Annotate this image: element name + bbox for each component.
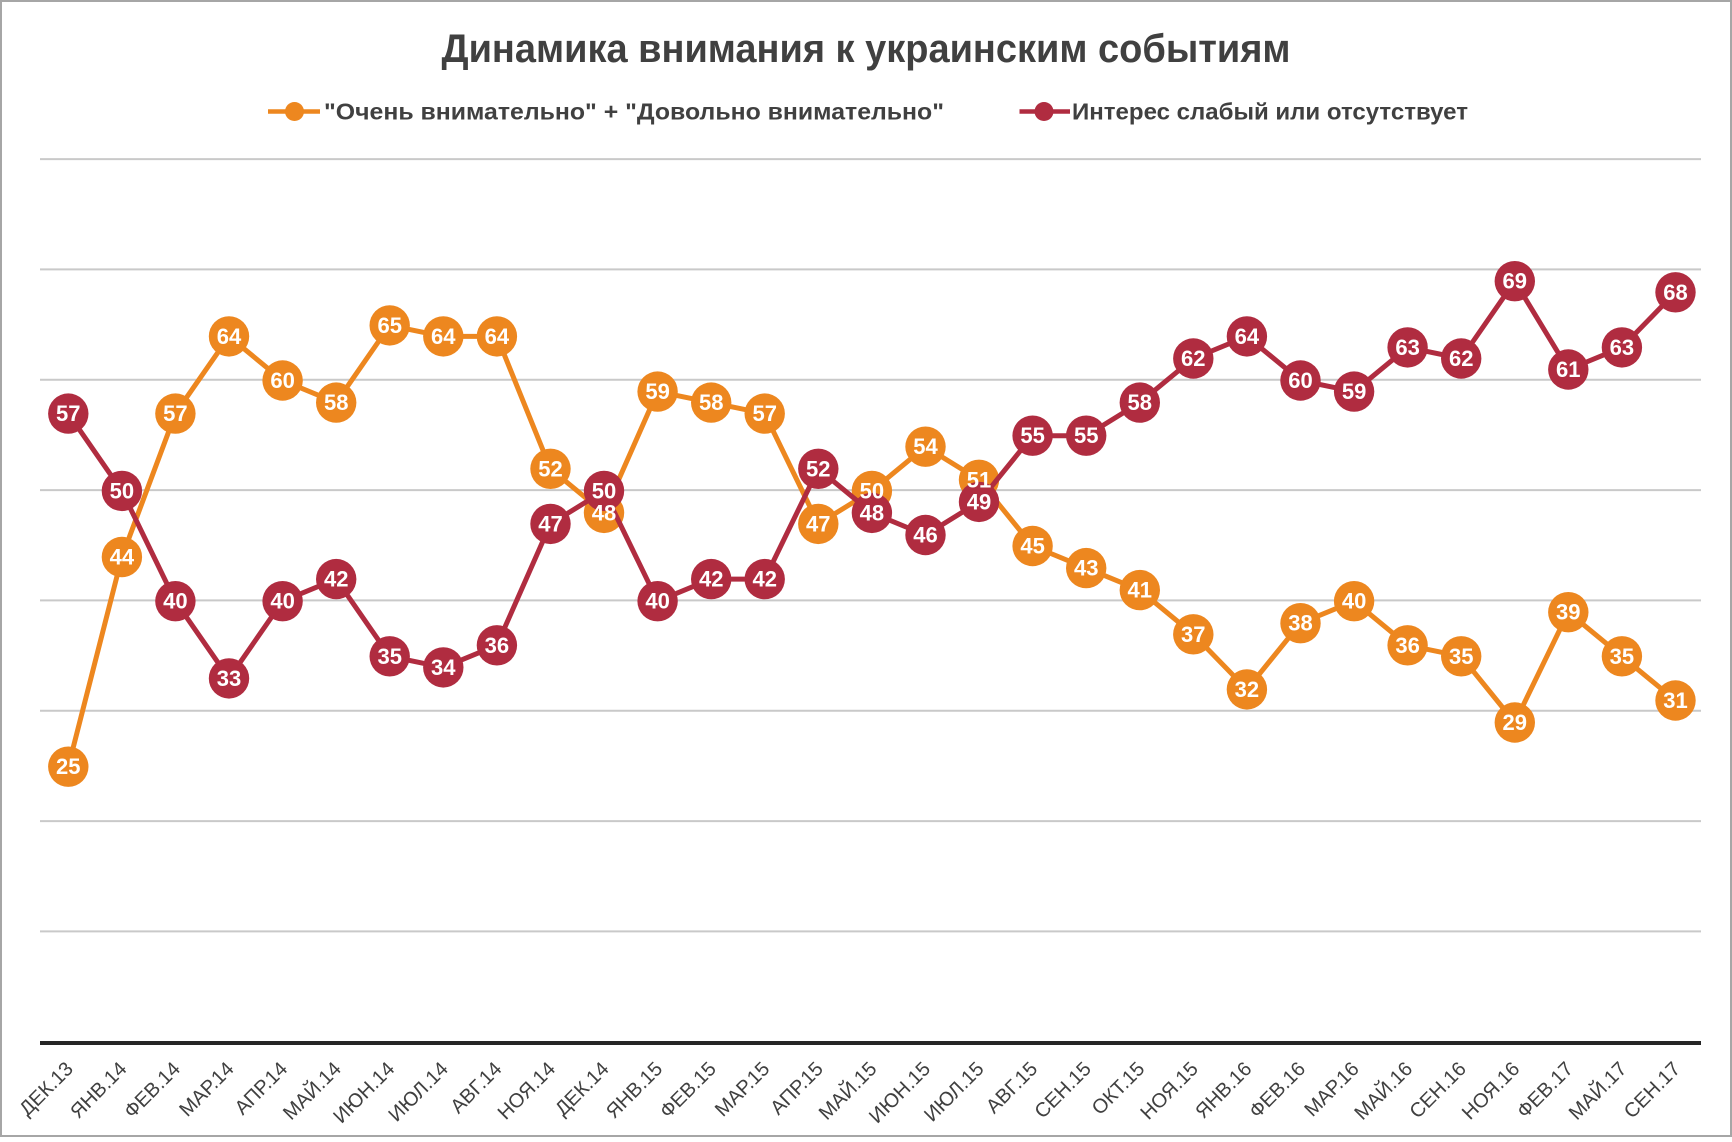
svg-text:43: 43: [1074, 556, 1098, 581]
svg-text:63: 63: [1610, 335, 1634, 360]
svg-text:39: 39: [1556, 600, 1580, 625]
svg-text:37: 37: [1181, 622, 1205, 647]
svg-text:38: 38: [1288, 611, 1312, 636]
svg-text:50: 50: [110, 478, 134, 503]
svg-text:47: 47: [538, 511, 562, 536]
svg-text:"Очень внимательно" + "Довольн: "Очень внимательно" + "Довольно внимател…: [324, 99, 944, 125]
svg-text:Интерес слабый или отсутствует: Интерес слабый или отсутствует: [1072, 99, 1468, 125]
svg-text:61: 61: [1556, 357, 1580, 382]
svg-text:40: 40: [163, 589, 187, 614]
svg-text:47: 47: [806, 511, 830, 536]
svg-text:49: 49: [967, 489, 991, 514]
svg-text:68: 68: [1663, 280, 1687, 305]
svg-text:40: 40: [1342, 589, 1366, 614]
svg-text:48: 48: [860, 500, 884, 525]
svg-text:44: 44: [110, 545, 135, 570]
svg-text:29: 29: [1503, 710, 1527, 735]
svg-text:35: 35: [1449, 644, 1473, 669]
svg-text:57: 57: [163, 401, 187, 426]
svg-text:32: 32: [1235, 677, 1259, 702]
svg-text:60: 60: [270, 368, 294, 393]
svg-text:59: 59: [1342, 379, 1366, 404]
svg-text:25: 25: [56, 754, 80, 779]
svg-text:64: 64: [217, 324, 242, 349]
svg-text:35: 35: [1610, 644, 1634, 669]
svg-text:57: 57: [752, 401, 776, 426]
svg-text:54: 54: [913, 434, 938, 459]
svg-text:52: 52: [806, 456, 830, 481]
svg-text:63: 63: [1395, 335, 1419, 360]
svg-text:45: 45: [1020, 534, 1044, 559]
svg-text:48: 48: [592, 500, 616, 525]
svg-text:40: 40: [270, 589, 294, 614]
svg-text:Динамика внимания к украинским: Динамика внимания к украинским событиям: [442, 27, 1291, 71]
svg-text:65: 65: [377, 313, 401, 338]
svg-text:31: 31: [1663, 688, 1687, 713]
svg-text:46: 46: [913, 523, 937, 548]
svg-text:52: 52: [538, 456, 562, 481]
svg-text:42: 42: [752, 567, 776, 592]
svg-text:50: 50: [592, 478, 616, 503]
svg-text:36: 36: [485, 633, 509, 658]
svg-text:64: 64: [485, 324, 510, 349]
svg-text:41: 41: [1128, 578, 1152, 603]
svg-text:42: 42: [324, 567, 348, 592]
svg-text:62: 62: [1181, 346, 1205, 371]
svg-text:55: 55: [1020, 423, 1044, 448]
svg-text:34: 34: [431, 655, 456, 680]
svg-text:51: 51: [967, 467, 991, 492]
svg-text:64: 64: [1235, 324, 1260, 349]
svg-text:57: 57: [56, 401, 80, 426]
svg-text:55: 55: [1074, 423, 1098, 448]
svg-text:62: 62: [1449, 346, 1473, 371]
svg-text:59: 59: [645, 379, 669, 404]
svg-text:36: 36: [1395, 633, 1419, 658]
svg-text:64: 64: [431, 324, 456, 349]
svg-text:69: 69: [1503, 269, 1527, 294]
svg-text:58: 58: [324, 390, 348, 415]
svg-text:33: 33: [217, 666, 241, 691]
svg-text:50: 50: [860, 478, 884, 503]
svg-text:58: 58: [1128, 390, 1152, 415]
svg-text:60: 60: [1288, 368, 1312, 393]
svg-text:58: 58: [699, 390, 723, 415]
svg-text:35: 35: [377, 644, 401, 669]
svg-text:40: 40: [645, 589, 669, 614]
svg-text:42: 42: [699, 567, 723, 592]
